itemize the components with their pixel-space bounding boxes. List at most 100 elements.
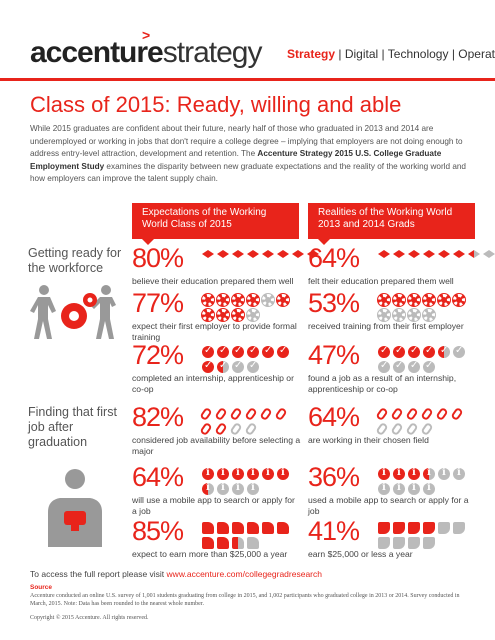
- grad-cap-icon: [453, 250, 465, 258]
- info-icons: [378, 467, 478, 495]
- chain-link-icon: [390, 406, 404, 422]
- chain-link-icon: [450, 406, 464, 422]
- grad-cap-icon: [262, 250, 274, 258]
- chain-link-icons: [199, 406, 302, 437]
- chain-link-icon: [259, 406, 273, 422]
- stat-description: are working in their chosen field: [308, 435, 429, 445]
- gear-icon: [378, 294, 390, 306]
- chain-link-icon: [405, 406, 419, 422]
- stat-percent: 47%: [308, 340, 360, 370]
- thumbs-down-icon: [378, 522, 390, 534]
- gear-icon: [217, 294, 229, 306]
- grad-cap-icon: [468, 250, 480, 258]
- info-icon: [453, 467, 465, 480]
- stat-description: completed an internship, apprenticeship …: [132, 373, 294, 394]
- workers-gears-icon: [30, 285, 116, 339]
- gear-icon: [232, 294, 244, 306]
- accenture-strategy-logo[interactable]: accenturestrategy: [30, 36, 263, 70]
- gear-icon: [217, 309, 229, 321]
- checkmark-icon: [393, 345, 405, 358]
- stat-percent: 82%: [132, 402, 184, 432]
- info-icon: [378, 467, 390, 480]
- intro-text: While 2015 graduates are confident about…: [30, 124, 463, 158]
- info-icon: [232, 467, 244, 480]
- logo-text-bold: accenture: [30, 36, 164, 69]
- column-header-realities: Realities of the Working World 2013 and …: [308, 203, 475, 245]
- checkmark-icon: [232, 360, 244, 373]
- info-icon: [217, 467, 229, 480]
- page-title: Class of 2015: Ready, willing and able: [30, 92, 402, 117]
- thumbs-up-icon: [202, 522, 214, 534]
- gear-icon: [232, 309, 244, 321]
- grad-cap-icon: [307, 250, 319, 258]
- gear-icon: [393, 309, 405, 321]
- gear-icon: [393, 294, 405, 306]
- info-icon: [378, 482, 390, 495]
- chain-link-icon: [229, 406, 243, 422]
- info-icon: [438, 467, 450, 480]
- report-link[interactable]: www.accenture.com/collegegradresearch: [166, 569, 322, 579]
- thumbs-up-icon: [232, 537, 244, 549]
- stat-description: received training from their first emplo…: [308, 321, 464, 331]
- stat-percent: 85%: [132, 516, 184, 546]
- source-heading: Source: [30, 584, 53, 591]
- info-icon: [423, 467, 435, 480]
- graduate-phone-icon: [48, 469, 102, 547]
- checkmark-icon: [408, 360, 420, 373]
- thumbs-up-icon: [247, 537, 259, 549]
- intro-paragraph: While 2015 graduates are confident about…: [30, 123, 470, 186]
- tagline-digital: Digital: [344, 47, 379, 61]
- chain-link-icon: [375, 406, 389, 422]
- grad-cap-icon: [393, 250, 405, 258]
- tagline-sep: |: [335, 47, 345, 61]
- thumbs-down-icon: [393, 522, 405, 534]
- gear-icon: [423, 309, 435, 321]
- chain-link-icon: [420, 406, 434, 422]
- gear-icon: [453, 294, 465, 306]
- stat-description: felt their education prepared them well: [308, 276, 454, 286]
- info-icon: [277, 467, 289, 480]
- tagline-technology: Technology: [387, 47, 449, 61]
- checkmark-icon: [262, 345, 274, 358]
- gear-icon: [247, 309, 259, 321]
- thumbs-up-icons: [202, 522, 302, 549]
- stat-description: will use a mobile app to search or apply…: [132, 495, 295, 516]
- intro-study-name: Accenture Strategy 2015 U.S. College Gra…: [30, 149, 442, 171]
- thumbs-up-icon: [217, 522, 229, 534]
- thumbs-down-icon: [378, 537, 390, 549]
- section-label-finding: Finding that first job after graduation: [28, 405, 117, 449]
- thumbs-down-icon: [453, 522, 465, 534]
- grad-cap-icon: [202, 250, 214, 258]
- report-link-prefix: To access the full report please visit: [30, 569, 167, 579]
- tagline: Strategy | Digital | Technology | Operat…: [287, 47, 495, 61]
- logo-text-light: strategy: [162, 36, 263, 69]
- grad-cap-icon: [292, 250, 304, 258]
- thumbs-down-icon: [423, 522, 435, 534]
- checkmark-icons: [202, 345, 302, 373]
- chain-link-icon: [199, 406, 213, 422]
- gear-icon: [202, 309, 214, 321]
- thumbs-down-icon: [438, 522, 450, 534]
- grad-cap-icon: [378, 250, 390, 258]
- thumbs-down-icon: [408, 522, 420, 534]
- checkmark-icon: [378, 360, 390, 373]
- gear-icons: [378, 294, 478, 321]
- info-icon: [262, 467, 274, 480]
- stat-description: expect to earn more than $25,000 a year: [132, 549, 288, 559]
- checkmark-icon: [247, 345, 259, 358]
- grad-cap-icon: [217, 250, 229, 258]
- info-icon: [393, 482, 405, 495]
- checkmark-icon: [277, 345, 289, 358]
- chain-link-icon: [214, 406, 228, 422]
- checkmark-icons: [378, 345, 478, 373]
- stat-percent: 80%: [132, 243, 184, 273]
- grad-cap-icon: [423, 250, 435, 258]
- thumbs-up-icon: [262, 522, 274, 534]
- checkmark-icon: [408, 345, 420, 358]
- checkmark-icon: [378, 345, 390, 358]
- info-icon: [408, 467, 420, 480]
- thumbs-up-icon: [217, 537, 229, 549]
- gear-icon: [408, 309, 420, 321]
- chain-link-icon: [244, 406, 258, 422]
- stat-description: expect their first employer to provide f…: [132, 321, 297, 342]
